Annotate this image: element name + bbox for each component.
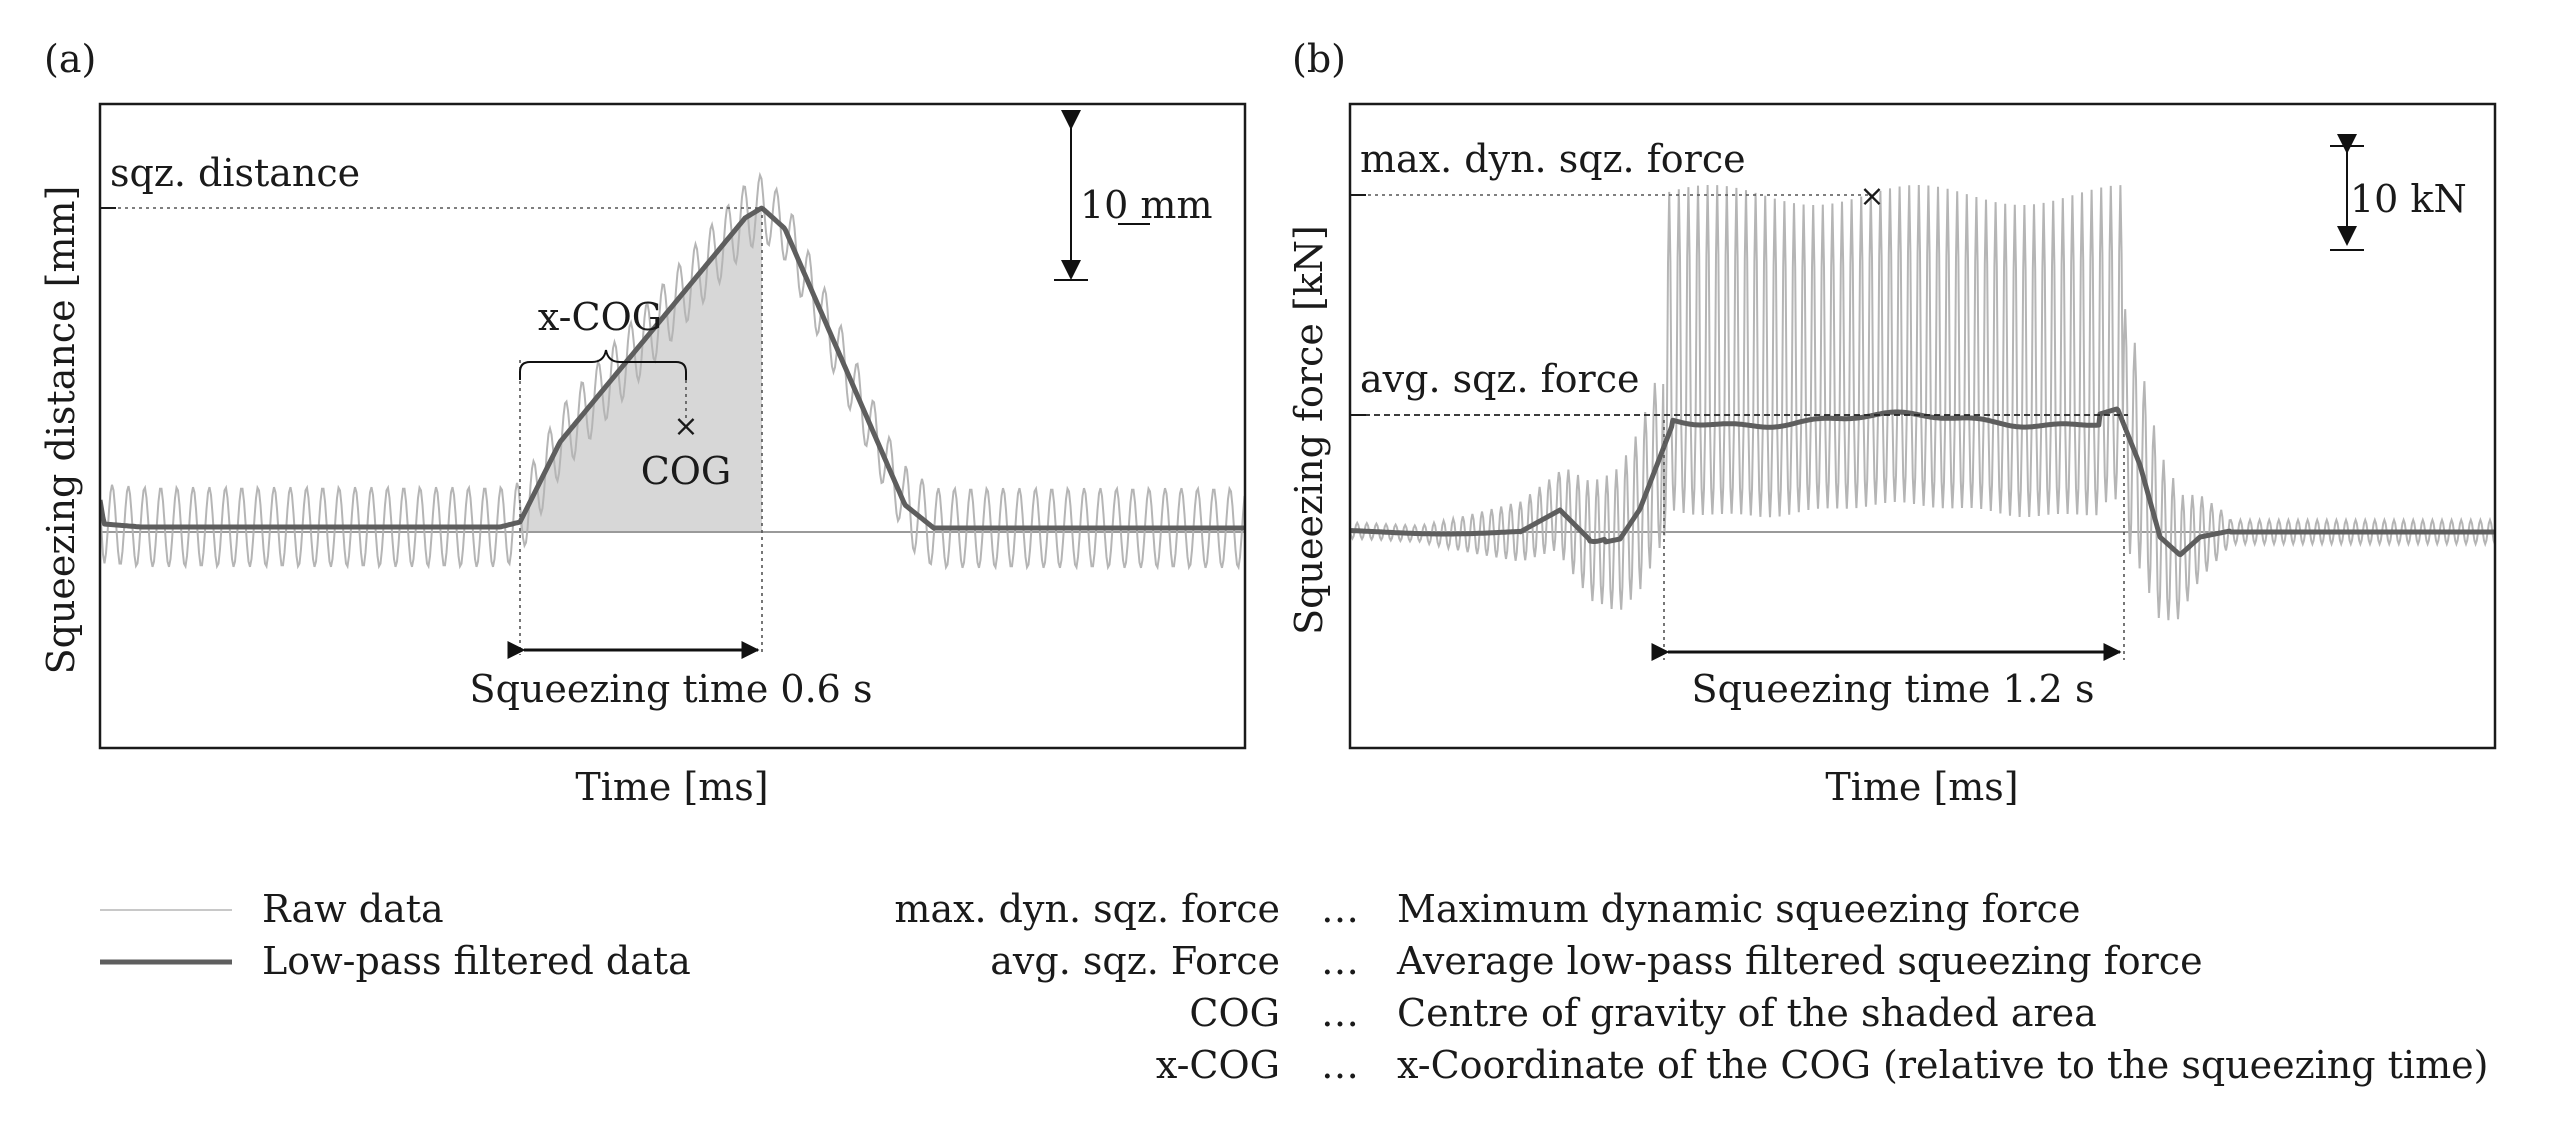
def-desc-cog: Centre of gravity of the shaded area xyxy=(1397,991,2097,1035)
raw-data-series-b xyxy=(1350,184,2495,621)
def-term-max-force: max. dyn. sqz. force xyxy=(894,887,1280,931)
def-desc-xcog: x-Coordinate of the COG (relative to the… xyxy=(1397,1043,2488,1087)
squeezing-time-label-b: Squeezing time 1.2 s xyxy=(1692,667,2095,711)
plot-frame-a xyxy=(98,102,1247,750)
def-sep-max-force: … xyxy=(1321,887,1359,931)
avg-force-label: avg. sqz. force xyxy=(1360,357,1640,401)
scale-bar-b-label: 10 kN xyxy=(2350,177,2467,221)
def-term-cog: COG xyxy=(1189,991,1280,1035)
y-axis-label-a: Squeezing distance [mm] xyxy=(39,186,83,675)
max-force-label: max. dyn. sqz. force xyxy=(1360,137,1746,181)
def-term-avg-force: avg. sqz. Force xyxy=(990,939,1280,983)
def-sep-avg-force: … xyxy=(1321,939,1359,983)
panel-b: (b) max. dyn. sqz. force × avg. sqz. for… xyxy=(1287,37,2497,809)
x-axis-label-a: Time [ms] xyxy=(575,765,768,809)
def-desc-avg-force: Average low-pass filtered squeezing forc… xyxy=(1396,939,2203,983)
filtered-data-series-b xyxy=(1350,406,2495,558)
cog-marker: × xyxy=(673,409,698,444)
panel-b-label: (b) xyxy=(1292,37,1346,81)
cog-label: COG xyxy=(641,449,732,493)
panel-a-label: (a) xyxy=(44,37,96,81)
panel-a: (a) sqz. distance 10 mm Squeezing time 0… xyxy=(39,37,1247,809)
def-sep-xcog: … xyxy=(1321,1043,1359,1087)
def-term-xcog: x-COG xyxy=(1156,1043,1280,1087)
filtered-data-series-a xyxy=(100,205,1245,531)
legend-raw-label: Raw data xyxy=(262,887,444,931)
scale-bar-a-label: 10 mm xyxy=(1080,183,1213,227)
legend-filtered-label: Low-pass filtered data xyxy=(262,939,691,983)
sqz-distance-label: sqz. distance xyxy=(110,151,360,195)
x-axis-label-b: Time [ms] xyxy=(1825,765,2018,809)
def-sep-cog: … xyxy=(1321,991,1359,1035)
squeezing-time-label-a: Squeezing time 0.6 s xyxy=(470,667,873,711)
plot-frame-b xyxy=(1348,102,2497,750)
max-force-marker: × xyxy=(1859,179,1884,214)
x-cog-label: x-COG xyxy=(538,295,662,339)
y-axis-label-b: Squeezing force [kN] xyxy=(1287,225,1331,635)
definitions: max. dyn. sqz. force … Maximum dynamic s… xyxy=(894,887,2488,1087)
raw-data-series-a xyxy=(100,171,1245,571)
def-desc-max-force: Maximum dynamic squeezing force xyxy=(1397,887,2080,931)
x-cog-brace xyxy=(519,349,687,380)
legend: Raw data Low-pass filtered data xyxy=(100,887,691,983)
